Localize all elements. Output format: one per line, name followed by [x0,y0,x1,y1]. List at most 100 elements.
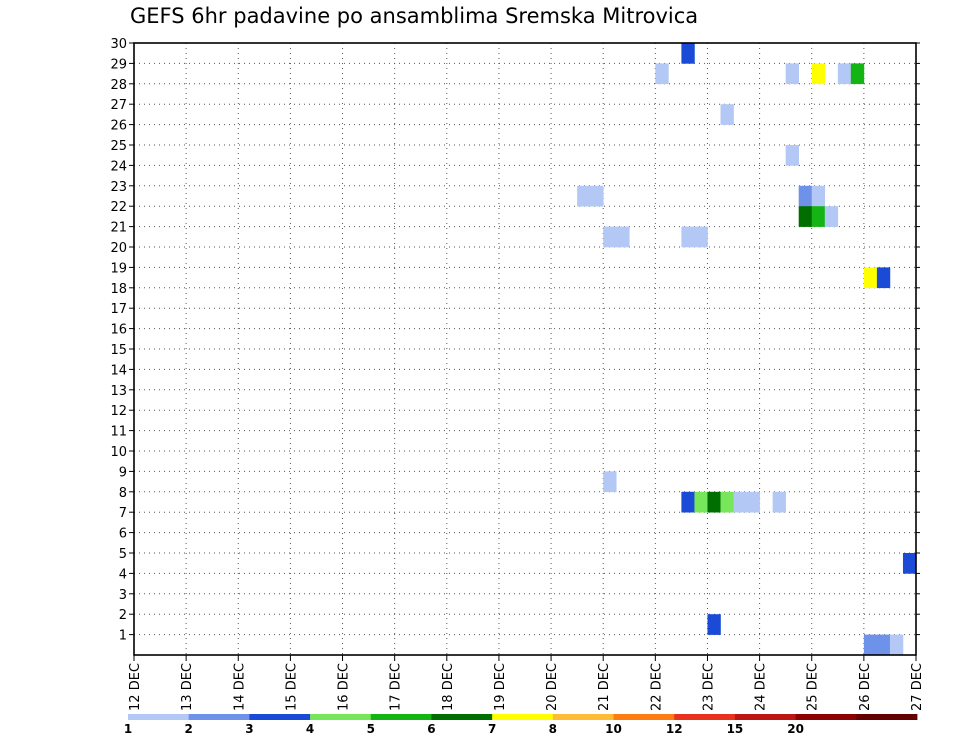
y-tick-label: 14 [110,363,127,378]
x-tick-label: 13 DEC [180,663,195,711]
legend-label: 10 [605,722,622,736]
precip-cell [590,185,604,207]
precip-cell [876,634,891,656]
y-tick-label: 22 [110,200,127,215]
precip-cell [811,185,826,207]
legend-label: 6 [427,722,435,736]
y-tick-label: 20 [110,241,127,256]
legend-label: 20 [787,722,804,736]
x-tick-label: 14 DEC [232,663,247,711]
y-tick-label: 15 [110,343,127,358]
precip-cell [733,491,747,513]
legend-label: 1 [124,722,132,736]
legend-swatch [128,714,190,720]
x-tick-label: 27 DEC [910,663,925,711]
legend-swatch [552,714,614,720]
x-tick-label: 23 DEC [701,663,716,711]
precip-cell [603,226,617,248]
y-tick-label: 24 [110,159,127,174]
y-tick-label: 9 [119,465,127,480]
precip-cell [902,553,917,574]
legend-label: 15 [727,722,744,736]
y-tick-label: 19 [110,261,127,276]
x-tick-label: 21 DEC [597,663,612,711]
precip-cell [746,491,760,513]
y-tick-label: 13 [110,384,127,399]
precip-cell [850,63,865,85]
x-tick-label: 24 DEC [754,663,769,711]
y-tick-label: 18 [110,282,127,297]
y-tick-label: 6 [119,527,127,542]
y-tick-label: 16 [110,323,127,338]
precip-cell [681,491,695,513]
y-tick-label: 1 [119,629,127,644]
x-tick-label: 16 DEC [337,663,352,711]
y-tick-label: 28 [110,78,127,93]
legend-label: 8 [549,722,557,736]
legend-label: 3 [245,722,253,736]
precip-cell [681,43,695,64]
legend-swatch [370,714,432,720]
precip-cell [681,226,695,248]
y-tick-label: 2 [119,608,127,623]
precip-cell [720,104,734,125]
x-tick-label: 18 DEC [441,663,456,711]
precip-cell [603,471,617,493]
x-tick-label: 20 DEC [545,663,560,711]
legend-swatch [613,714,675,720]
precip-cell [694,226,708,248]
y-tick-label: 12 [110,404,127,419]
y-tick-label: 8 [119,486,127,501]
legend-label: 12 [666,722,683,736]
precip-cell [863,267,878,289]
y-tick-label: 29 [110,57,127,72]
precip-cell [837,63,852,85]
y-tick-label: 10 [110,445,127,460]
precip-cell [707,491,721,513]
precip-cell [720,491,734,513]
x-tick-label: 12 DEC [128,663,143,711]
precip-cell [824,206,839,227]
y-tick-label: 7 [119,506,127,521]
legend-label: 2 [185,722,193,736]
precip-cell [772,491,786,513]
x-tick-label: 15 DEC [284,663,299,711]
precip-cell [785,63,799,85]
precip-cell [694,491,708,513]
legend-label: 4 [306,722,314,736]
x-tick-label: 22 DEC [649,663,664,711]
precip-cell [616,226,630,248]
x-tick-label: 17 DEC [389,663,404,711]
x-tick-label: 26 DEC [858,663,873,711]
y-tick-label: 26 [110,119,127,134]
precip-cell [798,185,813,207]
legend-swatch [856,714,918,720]
precip-cell [655,63,669,85]
precip-cell [798,206,813,227]
legend-swatch [734,714,797,720]
precip-cell [811,63,826,85]
y-tick-label: 11 [110,425,127,440]
y-tick-label: 4 [119,567,127,582]
legend-swatch [310,714,372,720]
x-tick-label: 19 DEC [493,663,508,711]
y-tick-label: 30 [110,37,127,52]
precip-cell [863,634,878,656]
legend-label: 7 [488,722,496,736]
y-tick-label: 23 [110,180,127,195]
y-tick-label: 5 [119,547,127,562]
precip-cell [785,145,799,166]
y-tick-label: 21 [110,221,127,236]
y-tick-label: 3 [119,588,127,603]
legend-swatch [492,714,554,720]
precip-cell [876,267,891,289]
legend-label: 5 [367,722,375,736]
legend-swatch [188,714,250,720]
legend-swatch [795,714,857,720]
legend-swatch [431,714,493,720]
legend-swatch [674,714,736,720]
precip-cell [707,614,721,635]
legend-swatch [249,714,311,720]
y-tick-label: 25 [110,139,127,154]
